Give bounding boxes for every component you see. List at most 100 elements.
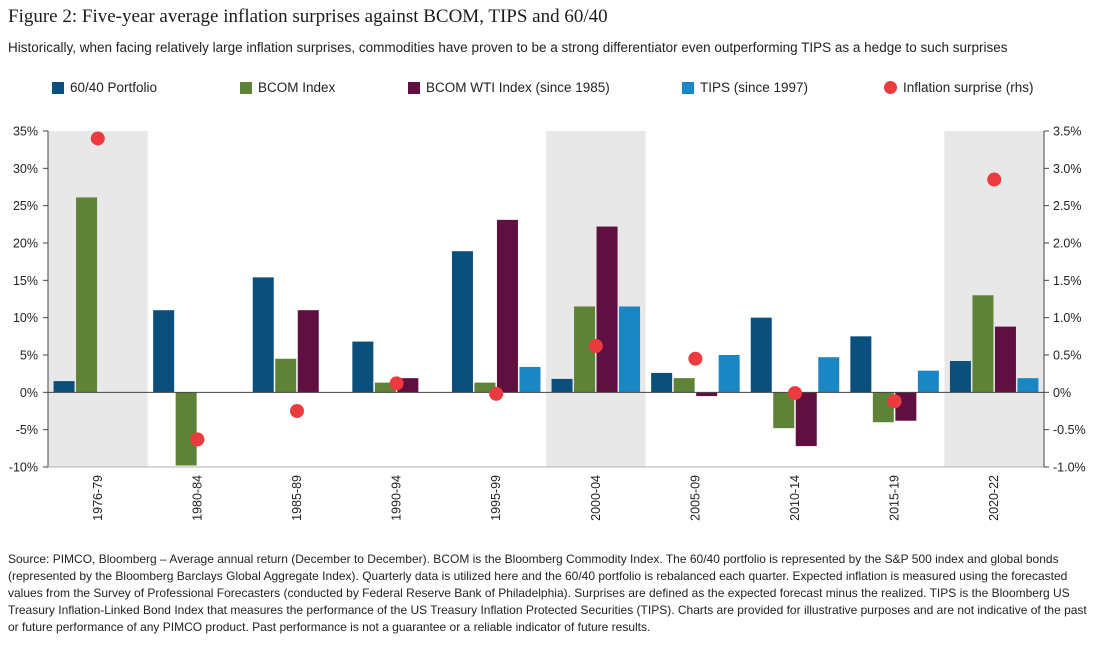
y-left-tick-label: 20% <box>13 237 38 251</box>
bar-6040-1990-94 <box>352 341 374 393</box>
bar-6040-2005-09 <box>651 372 673 393</box>
legend-swatch-bcom <box>240 81 252 94</box>
chart-axes <box>47 131 1045 468</box>
y-left-tick-label: 0% <box>20 386 38 400</box>
bar-tips-2020-22 <box>1017 378 1039 393</box>
bar-bcom-wti-1985-89 <box>297 310 319 393</box>
y-right-tick-label: 2.0% <box>1053 237 1082 251</box>
inflation-point-2010-14 <box>788 386 802 401</box>
x-tick-label-1980-84: 1980-84 <box>190 475 204 521</box>
legend-swatch-6040 <box>52 81 64 94</box>
bar-6040-1995-99 <box>451 251 473 393</box>
inflation-point-1995-99 <box>489 386 504 401</box>
inflation-point-1990-94 <box>389 376 404 391</box>
bar-bcom-1980-84 <box>175 392 197 466</box>
shaded-period-1976-79 <box>48 131 148 467</box>
bar-bcom-1976-79 <box>76 197 98 393</box>
x-axis-tick-labels: 1976-79 1980-84 1985-89 1990-94 1995-99 2000-… <box>91 475 1001 521</box>
x-tick-label-1995-99: 1995-99 <box>489 475 503 521</box>
y-left-tick-label: 5% <box>20 349 38 363</box>
bar-bcom-2010-14 <box>773 392 795 429</box>
x-tick-label-2000-04: 2000-04 <box>589 475 603 521</box>
y-left-tick-label: 30% <box>13 162 38 176</box>
y-right-tick-label: 1.0% <box>1053 311 1082 325</box>
inflation-point-2000-04 <box>588 339 603 354</box>
bar-6040-1980-84 <box>153 310 175 393</box>
bar-bcom-wti-2000-04 <box>596 226 618 393</box>
y-right-tick-label: 3.5% <box>1053 125 1082 139</box>
bar-bcom-1985-89 <box>275 358 297 393</box>
y-left-tick-label: 10% <box>13 311 38 325</box>
inflation-point-2015-19 <box>887 394 902 409</box>
bar-bcom-wti-1995-99 <box>496 219 518 393</box>
y-right-tick-label: -1.0% <box>1053 461 1086 475</box>
inflation-point-2020-22 <box>987 172 1002 187</box>
bar-tips-2005-09 <box>718 355 740 393</box>
legend-item-bcom-wti: BCOM WTI Index (since 1985) <box>408 80 610 95</box>
bar-marks <box>53 197 1039 466</box>
bar-bcom-2005-09 <box>673 378 695 393</box>
bar-bcom-wti-2010-14 <box>795 392 817 447</box>
bar-6040-2015-19 <box>850 336 872 393</box>
legend-item-tips: TIPS (since 1997) <box>682 80 808 95</box>
y-axis-right-ticks: 3.5% 3.0% 2.5% 2.0% 1.5% 1.0% 0.5% 0% -0.5% -1.0% <box>1044 125 1086 475</box>
x-tick-label-2020-22: 2020-22 <box>987 475 1001 521</box>
source-note: Source: PIMCO, Bloomberg – Average annua… <box>8 552 1087 634</box>
bar-bcom-1990-94 <box>374 382 396 393</box>
chart-title: Figure 2: Five-year average inflation su… <box>8 6 608 27</box>
bar-tips-2010-14 <box>818 357 840 393</box>
y-axis-left-ticks: 35% 30% 25% 20% 15% 10% 5% 0% -5% -10% <box>9 125 48 475</box>
x-tick-label-2010-14: 2010-14 <box>788 475 802 521</box>
bar-6040-1976-79 <box>53 381 75 393</box>
bar-bcom-wti-2005-09 <box>696 392 718 397</box>
x-tick-label-2005-09: 2005-09 <box>688 475 702 521</box>
shaded-period-2020-22 <box>944 131 1044 467</box>
y-right-tick-label: -0.5% <box>1053 423 1086 437</box>
x-tick-label-2015-19: 2015-19 <box>888 475 902 521</box>
legend-label-bcom: BCOM Index <box>258 80 336 95</box>
x-tick-label-1990-94: 1990-94 <box>390 475 404 521</box>
bar-6040-2020-22 <box>949 360 971 393</box>
legend-label-tips: TIPS (since 1997) <box>700 80 809 95</box>
inflation-point-1976-79 <box>90 131 105 146</box>
inflation-point-1980-84 <box>190 432 205 447</box>
y-right-tick-label: 3.0% <box>1053 162 1082 176</box>
legend-item-bcom: BCOM Index <box>240 80 335 95</box>
y-left-tick-label: -10% <box>9 461 38 475</box>
legend-swatch-inflation <box>884 81 897 94</box>
y-right-tick-label: 0.5% <box>1053 349 1082 363</box>
chart-legend: 60/40 Portfolio BCOM Index BCOM WTI Inde… <box>52 80 1052 98</box>
legend-label-6040: 60/40 Portfolio <box>70 80 158 95</box>
bar-6040-2010-14 <box>750 317 772 393</box>
inflation-point-1985-89 <box>290 404 304 418</box>
bar-bcom-2000-04 <box>574 306 596 393</box>
legend-swatch-tips <box>682 81 694 94</box>
y-right-tick-label: 1.5% <box>1053 274 1082 288</box>
bar-6040-2000-04 <box>551 378 573 393</box>
y-left-tick-label: 25% <box>13 199 38 213</box>
inflation-points <box>90 131 1002 447</box>
bar-tips-1995-99 <box>519 366 541 393</box>
chart-plot: 35% 30% 25% 20% 15% 10% 5% 0% -5% -10% 3.5% 3.0% 2.… <box>9 125 1086 521</box>
bar-bcom-1995-99 <box>474 382 496 393</box>
y-left-tick-label: 15% <box>13 274 38 288</box>
bar-tips-2015-19 <box>917 370 939 393</box>
legend-item-inflation: Inflation surprise (rhs) <box>884 80 1034 95</box>
x-tick-label-1976-79: 1976-79 <box>91 475 105 521</box>
legend-label-bcom-wti: BCOM WTI Index (since 1985) <box>426 80 610 95</box>
y-left-tick-label: -5% <box>16 423 38 437</box>
y-right-tick-label: 0% <box>1053 386 1071 400</box>
shaded-period-2000-04 <box>546 131 646 467</box>
legend-item-6040: 60/40 Portfolio <box>52 80 157 95</box>
bar-6040-1985-89 <box>252 277 274 393</box>
y-left-tick-label: 35% <box>13 125 38 139</box>
inflation-point-2005-09 <box>688 351 703 366</box>
shaded-periods <box>48 131 1044 467</box>
y-right-tick-label: 2.5% <box>1053 199 1082 213</box>
bar-tips-2000-04 <box>619 306 641 393</box>
bar-bcom-wti-2020-22 <box>994 326 1016 393</box>
chart-subtitle: Historically, when facing relatively lar… <box>8 40 1008 55</box>
legend-label-inflation: Inflation surprise (rhs) <box>903 80 1034 95</box>
legend-swatch-bcom-wti <box>408 81 420 94</box>
x-tick-label-1985-89: 1985-89 <box>290 475 304 521</box>
